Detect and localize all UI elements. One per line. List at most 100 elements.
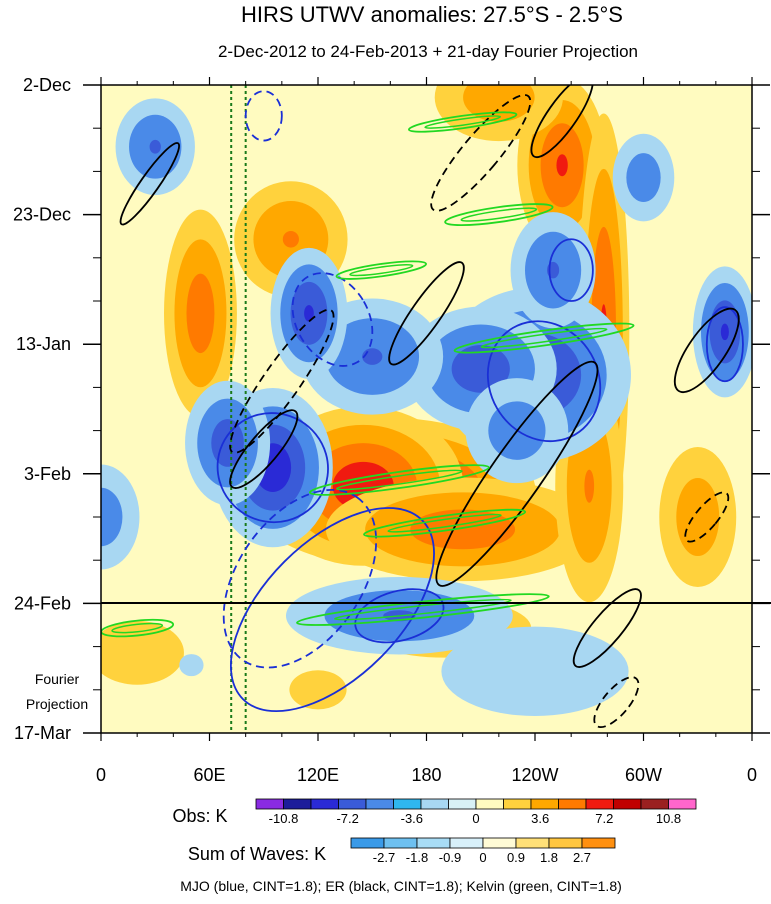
- er-contour: [572, 588, 642, 668]
- kelvin-contour: [335, 260, 427, 280]
- kelvin-contour-ring: [444, 203, 554, 227]
- kelvin-contour-inner-ring: [349, 264, 414, 277]
- colorbar-label: 0: [472, 811, 479, 826]
- anomaly-hotspot: [659, 446, 737, 588]
- colorbar-swatch: [365, 798, 394, 810]
- colorbar-swatch: [283, 798, 312, 810]
- colorbar-label: 1.8: [540, 850, 558, 865]
- anomaly-level-fill: [289, 670, 347, 710]
- er-contour: [684, 491, 730, 543]
- colorbar-swatch: [548, 837, 583, 849]
- mjo-contour-ring: [548, 238, 594, 302]
- mjo-contour: [229, 507, 435, 713]
- colorbar-swatch: [448, 798, 477, 810]
- anomaly-level-fill: [186, 273, 215, 354]
- er-contour: [673, 307, 740, 394]
- x-tick-label: 60W: [625, 765, 662, 785]
- colorbar-swatch: [310, 798, 339, 810]
- er-contour-ring: [435, 360, 599, 587]
- colorbar-label: -1.8: [406, 850, 428, 865]
- y-tick-label: 23-Dec: [13, 205, 71, 225]
- anomaly-level-fill: [676, 477, 720, 557]
- wave-contours: [101, 85, 744, 729]
- kelvin-contour-ring: [408, 111, 518, 133]
- mjo-contour-ring: [229, 507, 435, 713]
- colorbar-label: -2.7: [373, 850, 395, 865]
- colorbar-label: 10.8: [656, 811, 681, 826]
- kelvin-contour: [453, 322, 635, 354]
- anomaly-level-fill: [441, 626, 629, 717]
- y-tick-label: 17-Mar: [14, 723, 71, 743]
- colorbar-swatch: [613, 798, 642, 810]
- colorbar-swatch: [420, 798, 449, 810]
- er-contour-ring: [119, 142, 180, 226]
- kelvin-contour-ring: [453, 322, 635, 354]
- colorbar-swatch: [338, 798, 367, 810]
- anomaly-hotspot: [612, 133, 675, 222]
- anomaly-hotspot: [434, 85, 563, 142]
- mjo-contour-ring: [244, 90, 283, 142]
- mjo-contour: [705, 306, 744, 383]
- anomaly-hotspot: [510, 212, 596, 329]
- obs-legend-label: Obs: K: [172, 806, 227, 826]
- anomaly-level-fill: [179, 654, 204, 677]
- anomaly-hotspot: [115, 98, 195, 196]
- er-contour-ring: [530, 85, 594, 159]
- er-contour: [119, 142, 180, 226]
- kelvin-contour: [408, 111, 518, 133]
- kelvin-contour-inner-ring: [480, 327, 608, 349]
- er-contour: [229, 308, 335, 454]
- x-tick-label: 0: [747, 765, 757, 785]
- chart-subtitle: 2-Dec-2012 to 24-Feb-2013 + 21-day Fouri…: [218, 42, 638, 61]
- chart-title: HIRS UTWV anomalies: 27.5°S - 2.5°S: [241, 2, 623, 27]
- anomaly-level-fill: [556, 154, 568, 177]
- anomaly-hotspot: [101, 464, 140, 570]
- kelvin-contour-inner-ring: [424, 115, 502, 129]
- colorbar-swatch: [558, 798, 587, 810]
- plot-area: [101, 85, 752, 733]
- x-tick-label: 120W: [511, 765, 558, 785]
- anomaly-hotspot: [325, 477, 600, 582]
- x-tick-label: 0: [96, 765, 106, 785]
- kelvin-contour: [308, 464, 490, 496]
- colorbar-swatch: [503, 798, 532, 810]
- mjo-contour-ring: [291, 272, 374, 367]
- colorbar-swatch: [482, 837, 517, 849]
- colorbar-label: 3.6: [531, 811, 549, 826]
- kelvin-contour: [296, 593, 550, 626]
- colorbar-label: -10.8: [269, 811, 299, 826]
- er-contour-ring: [673, 307, 740, 394]
- colorbar-swatch: [350, 837, 385, 849]
- reference-lines: [230, 85, 247, 733]
- anomaly-level-fill: [101, 487, 123, 547]
- er-contour: [435, 360, 599, 587]
- kelvin-contour-inner-ring: [387, 513, 502, 533]
- colorbar-swatch: [530, 798, 559, 810]
- anomaly-level-fill: [584, 469, 595, 503]
- colorbar-swatch: [416, 837, 451, 849]
- x-tick-label: 60E: [193, 765, 225, 785]
- anomaly-level-fill: [101, 620, 184, 685]
- mjo-contour: [486, 320, 602, 443]
- contour-note: MJO (blue, CINT=1.8); ER (black, CINT=1.…: [180, 878, 622, 894]
- kelvin-contour: [444, 203, 554, 227]
- anomaly-level-fill: [626, 153, 661, 202]
- kelvin-contour: [363, 508, 527, 538]
- x-tick-label: 120E: [297, 765, 339, 785]
- mjo-contour-ring: [222, 488, 378, 669]
- mjo-contour: [244, 90, 283, 142]
- anomaly-hotspot: [270, 247, 348, 379]
- er-contour-ring: [684, 491, 730, 543]
- waves-legend-label: Sum of Waves: K: [188, 844, 326, 864]
- er-contour: [388, 261, 465, 366]
- anomaly-level-fill: [304, 305, 314, 322]
- anomaly-hotspot: [185, 380, 271, 506]
- er-contour-ring: [229, 308, 335, 454]
- colorbar-swatch: [640, 798, 669, 810]
- anomaly-hotspot: [692, 266, 752, 398]
- kelvin-contour-inner-ring: [460, 207, 538, 222]
- er-contour-ring: [593, 676, 640, 729]
- colorbar-swatch: [383, 837, 418, 849]
- mjo-contour: [291, 272, 374, 367]
- colorbar-swatch: [668, 798, 697, 810]
